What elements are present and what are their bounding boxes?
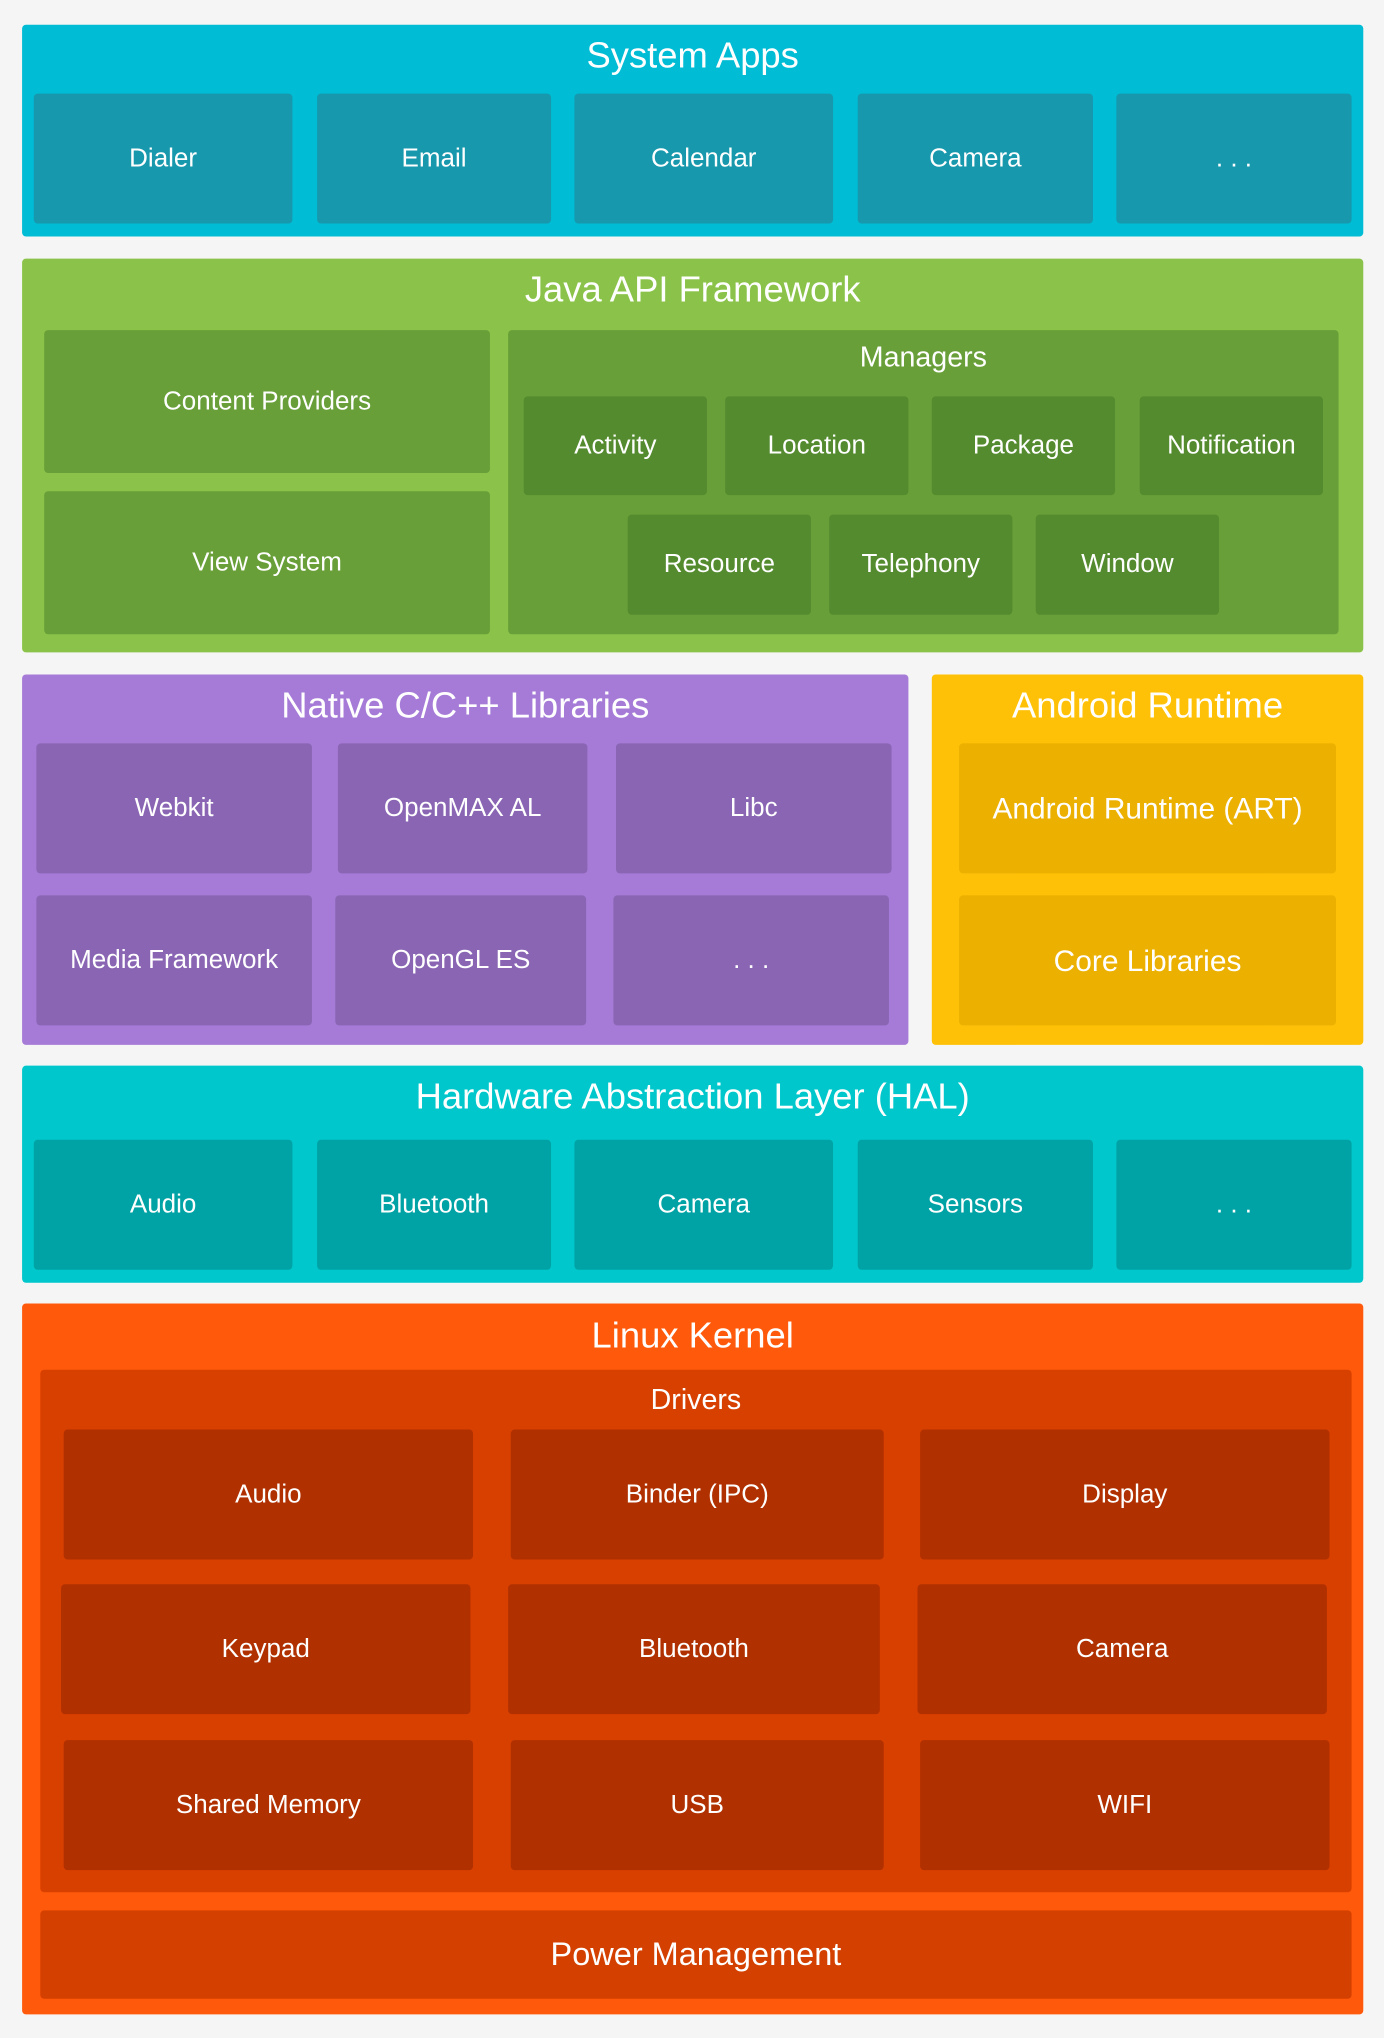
driver-box: Audio <box>63 1429 474 1560</box>
layer-title: Native C/C++ Libraries <box>281 684 650 726</box>
content-providers-box: Content Providers <box>44 330 490 474</box>
runtime-box: Android Runtime (ART) <box>959 743 1336 874</box>
library-box: Media Framework <box>36 895 312 1026</box>
library-box: . . . <box>613 895 889 1026</box>
hal-box: Sensors <box>857 1139 1093 1270</box>
manager-box: Telephony <box>829 514 1013 615</box>
manager-box: Notification <box>1139 396 1323 496</box>
managers-title: Managers <box>859 340 987 373</box>
hal-box: . . . <box>1116 1139 1352 1270</box>
manager-box: Window <box>1035 514 1220 615</box>
power-management-box: Power Management <box>40 1910 1352 1999</box>
layer-title: Android Runtime <box>1012 684 1284 726</box>
driver-box: Bluetooth <box>508 1584 880 1715</box>
driver-box: Binder (IPC) <box>510 1429 884 1560</box>
app-box: Dialer <box>33 93 293 224</box>
app-box: . . . <box>1116 93 1352 224</box>
layer-title: Linux Kernel <box>591 1315 794 1356</box>
manager-box: Activity <box>523 396 707 496</box>
app-box: Calendar <box>574 93 834 224</box>
layer-title: Hardware Abstraction Layer (HAL) <box>415 1076 970 1117</box>
library-box: OpenGL ES <box>335 895 587 1026</box>
library-box: OpenMAX AL <box>337 743 588 874</box>
driver-box: USB <box>510 1740 884 1871</box>
app-box: Email <box>317 93 552 224</box>
view-system-box: View System <box>44 491 490 635</box>
driver-box: Shared Memory <box>63 1740 474 1871</box>
library-box: Webkit <box>36 743 312 874</box>
driver-box: WIFI <box>920 1740 1330 1871</box>
library-box: Libc <box>616 743 892 874</box>
app-box: Camera <box>857 93 1093 224</box>
drivers-title: Drivers <box>650 1382 742 1416</box>
manager-box: Location <box>725 396 909 496</box>
runtime-box: Core Libraries <box>959 895 1336 1026</box>
driver-box: Keypad <box>61 1584 471 1715</box>
manager-box: Resource <box>627 514 811 615</box>
driver-box: Camera <box>917 1584 1327 1715</box>
manager-box: Package <box>931 396 1116 496</box>
hal-box: Audio <box>33 1139 293 1270</box>
layer-title: System Apps <box>586 35 799 76</box>
hal-box: Camera <box>574 1139 834 1270</box>
driver-box: Display <box>920 1429 1330 1560</box>
layer-title: Java API Framework <box>524 269 861 310</box>
hal-box: Bluetooth <box>317 1139 552 1270</box>
